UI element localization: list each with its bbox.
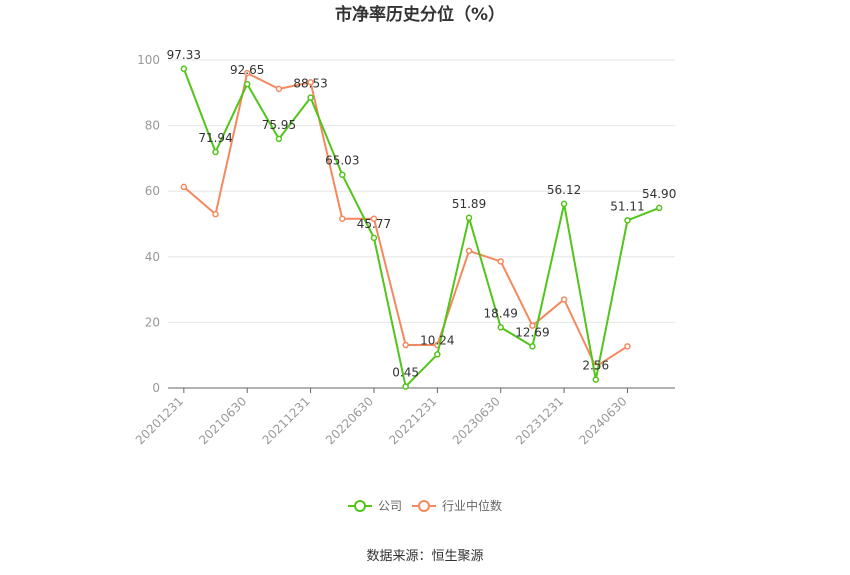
legend-marker — [418, 500, 430, 512]
x-tick-label: 20231231 — [513, 394, 566, 447]
y-tick-label: 40 — [145, 250, 160, 264]
data-point — [339, 215, 346, 223]
chart-title: 市净率历史分位（%） — [335, 4, 505, 25]
legend-label[interactable]: 公司 — [378, 499, 402, 513]
data-label: 56.12 — [547, 183, 581, 197]
data-point — [339, 171, 346, 178]
data-point — [275, 135, 283, 143]
data-point — [624, 343, 631, 350]
data-label: 51.89 — [452, 197, 486, 211]
data-point — [434, 351, 441, 358]
data-point — [370, 215, 378, 223]
data-label: 75.95 — [262, 118, 296, 132]
data-label: 54.90 — [642, 187, 676, 201]
x-tick-label: 20210630 — [196, 394, 249, 447]
x-tick-label: 20230630 — [450, 394, 503, 447]
data-point — [624, 217, 631, 224]
data-point — [655, 204, 663, 212]
data-label: 92.65 — [230, 63, 264, 77]
data-labels: 97.33 71.94 92.65 75.95 88.53 65.03 45.77 0.45 1… — [167, 48, 677, 380]
grid — [168, 59, 675, 323]
data-label: 2.56 — [582, 359, 609, 373]
y-tick-label: 80 — [145, 119, 160, 133]
y-tick-label: 20 — [145, 315, 160, 329]
data-point — [180, 65, 188, 73]
data-point — [497, 324, 504, 331]
series-layer — [180, 65, 663, 390]
data-point — [243, 80, 251, 88]
data-point — [402, 383, 409, 390]
data-label: 88.53 — [293, 77, 327, 91]
x-tick-label: 20220630 — [323, 394, 376, 447]
data-point — [402, 341, 409, 349]
legend[interactable]: 公司 行业中位数 — [348, 498, 502, 513]
data-label: 18.49 — [484, 306, 518, 320]
data-point — [212, 210, 219, 218]
x-tick-label: 20240630 — [577, 394, 630, 447]
data-point — [497, 258, 504, 265]
data-point — [180, 183, 188, 191]
data-label: 65.03 — [325, 154, 359, 168]
legend-marker — [354, 500, 366, 512]
x-tick-label: 20221231 — [386, 394, 439, 447]
data-label: 97.33 — [167, 48, 201, 62]
x-tick-label: 20201231 — [133, 394, 186, 447]
data-point — [529, 322, 536, 329]
legend-label[interactable]: 行业中位数 — [442, 498, 502, 513]
data-point — [275, 85, 283, 93]
data-point — [212, 148, 219, 156]
data-point — [465, 247, 473, 255]
source-note: 数据来源：恒生聚源 — [366, 549, 483, 564]
x-tick-label: 20211231 — [260, 394, 313, 447]
y-tick-label: 100 — [137, 53, 160, 67]
data-point — [529, 343, 536, 350]
data-point — [560, 200, 568, 208]
data-point — [243, 69, 251, 77]
y-tick-label: 60 — [145, 184, 160, 198]
data-label: 10.24 — [420, 333, 454, 347]
data-label: 45.77 — [357, 217, 391, 231]
data-point — [592, 376, 600, 383]
data-label: 0.45 — [392, 366, 419, 380]
data-point — [465, 214, 473, 222]
data-point — [307, 94, 314, 101]
y-tick-label: 0 — [152, 381, 160, 395]
data-point — [370, 234, 378, 242]
data-point — [307, 79, 314, 86]
data-label: 71.94 — [198, 131, 232, 145]
data-label: 51.11 — [610, 199, 644, 213]
series-line-0 — [182, 68, 660, 388]
y-axis: 0 20 40 60 80 100 — [137, 53, 160, 395]
data-label: 12.69 — [515, 325, 549, 339]
x-axis: 20201231 20210630 20211231 20220630 20221231… — [133, 387, 675, 447]
data-point — [560, 296, 568, 303]
